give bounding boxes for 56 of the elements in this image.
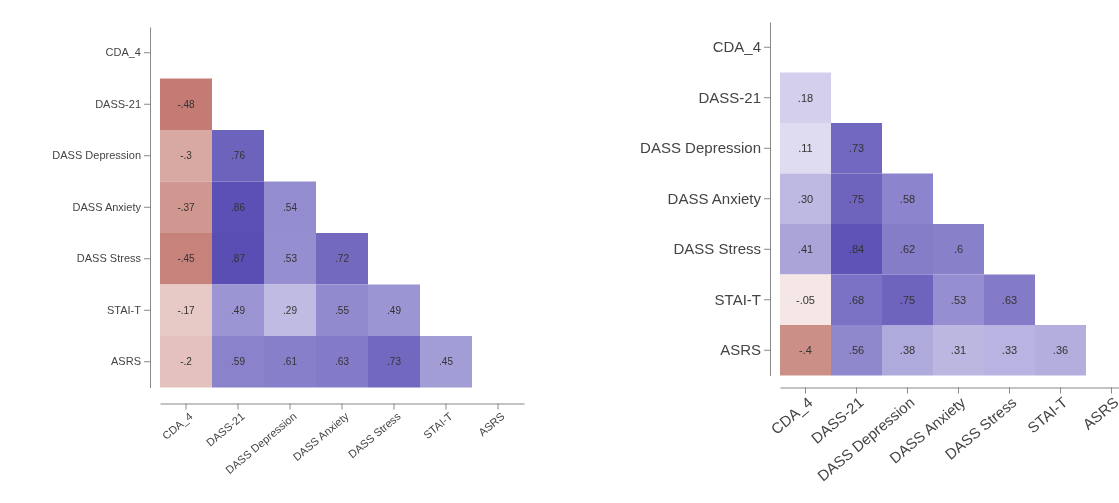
data-label: -.3 <box>180 150 193 162</box>
y-tick-label: DASS Depression <box>52 149 141 162</box>
y-tick-label: STAI-T <box>714 290 761 308</box>
data-label: .6 <box>953 243 964 256</box>
data-label: .30 <box>797 192 814 205</box>
data-label: .87 <box>231 253 246 265</box>
data-label: .73 <box>387 356 402 368</box>
data-label: .58 <box>899 192 916 205</box>
data-label: -.45 <box>177 253 196 265</box>
y-tick-label: DASS Anxiety <box>72 200 142 213</box>
data-label: .61 <box>283 356 298 368</box>
y-tick-label: DASS-21 <box>698 88 761 106</box>
data-label: .72 <box>335 253 350 265</box>
y-tick-label: DASS Stress <box>673 240 761 258</box>
data-label: .76 <box>231 150 246 162</box>
data-label: .49 <box>387 304 402 316</box>
data-label: .49 <box>231 304 246 316</box>
data-label: .73 <box>848 142 865 155</box>
data-label: -.48 <box>177 98 196 110</box>
data-label: -.37 <box>177 201 196 213</box>
data-label: .62 <box>899 243 916 256</box>
data-label: .38 <box>899 344 916 357</box>
data-label: .53 <box>283 253 298 265</box>
data-label: -.17 <box>177 304 196 316</box>
data-label: -.05 <box>796 293 815 306</box>
y-tick-label: STAI-T <box>106 303 142 316</box>
y-tick-label: ASRS <box>111 355 141 368</box>
data-label: .63 <box>1001 293 1018 306</box>
y-tick-label: ASRS <box>720 341 761 359</box>
y-tick-label: DASS Stress <box>76 252 142 265</box>
y-tick-label: DASS Anxiety <box>667 189 762 207</box>
y-tick-label: DASS-21 <box>95 97 141 110</box>
y-tick-label: CDA_4 <box>712 38 761 56</box>
data-label: .36 <box>1052 344 1069 357</box>
data-label: .75 <box>899 293 916 306</box>
data-label: .31 <box>950 344 967 357</box>
data-label: .75 <box>848 192 865 205</box>
data-label: -.4 <box>799 344 812 357</box>
data-label: .68 <box>848 293 865 306</box>
data-label: .86 <box>231 201 246 213</box>
data-label: .33 <box>1001 344 1018 357</box>
data-label: .54 <box>283 201 298 213</box>
data-label: .63 <box>335 356 350 368</box>
data-label: .11 <box>798 142 813 155</box>
data-label: .55 <box>335 304 350 316</box>
data-label: -.2 <box>180 356 193 368</box>
data-label: .41 <box>797 243 814 256</box>
data-label: .45 <box>439 356 454 368</box>
data-label: .18 <box>797 91 814 104</box>
y-tick-label: CDA_4 <box>105 46 141 59</box>
data-label: .59 <box>231 356 246 368</box>
data-label: .29 <box>283 304 298 316</box>
data-label: .53 <box>950 293 967 306</box>
y-tick-label: DASS Depression <box>640 139 761 157</box>
data-label: .84 <box>848 243 865 256</box>
data-label: .56 <box>848 344 865 357</box>
